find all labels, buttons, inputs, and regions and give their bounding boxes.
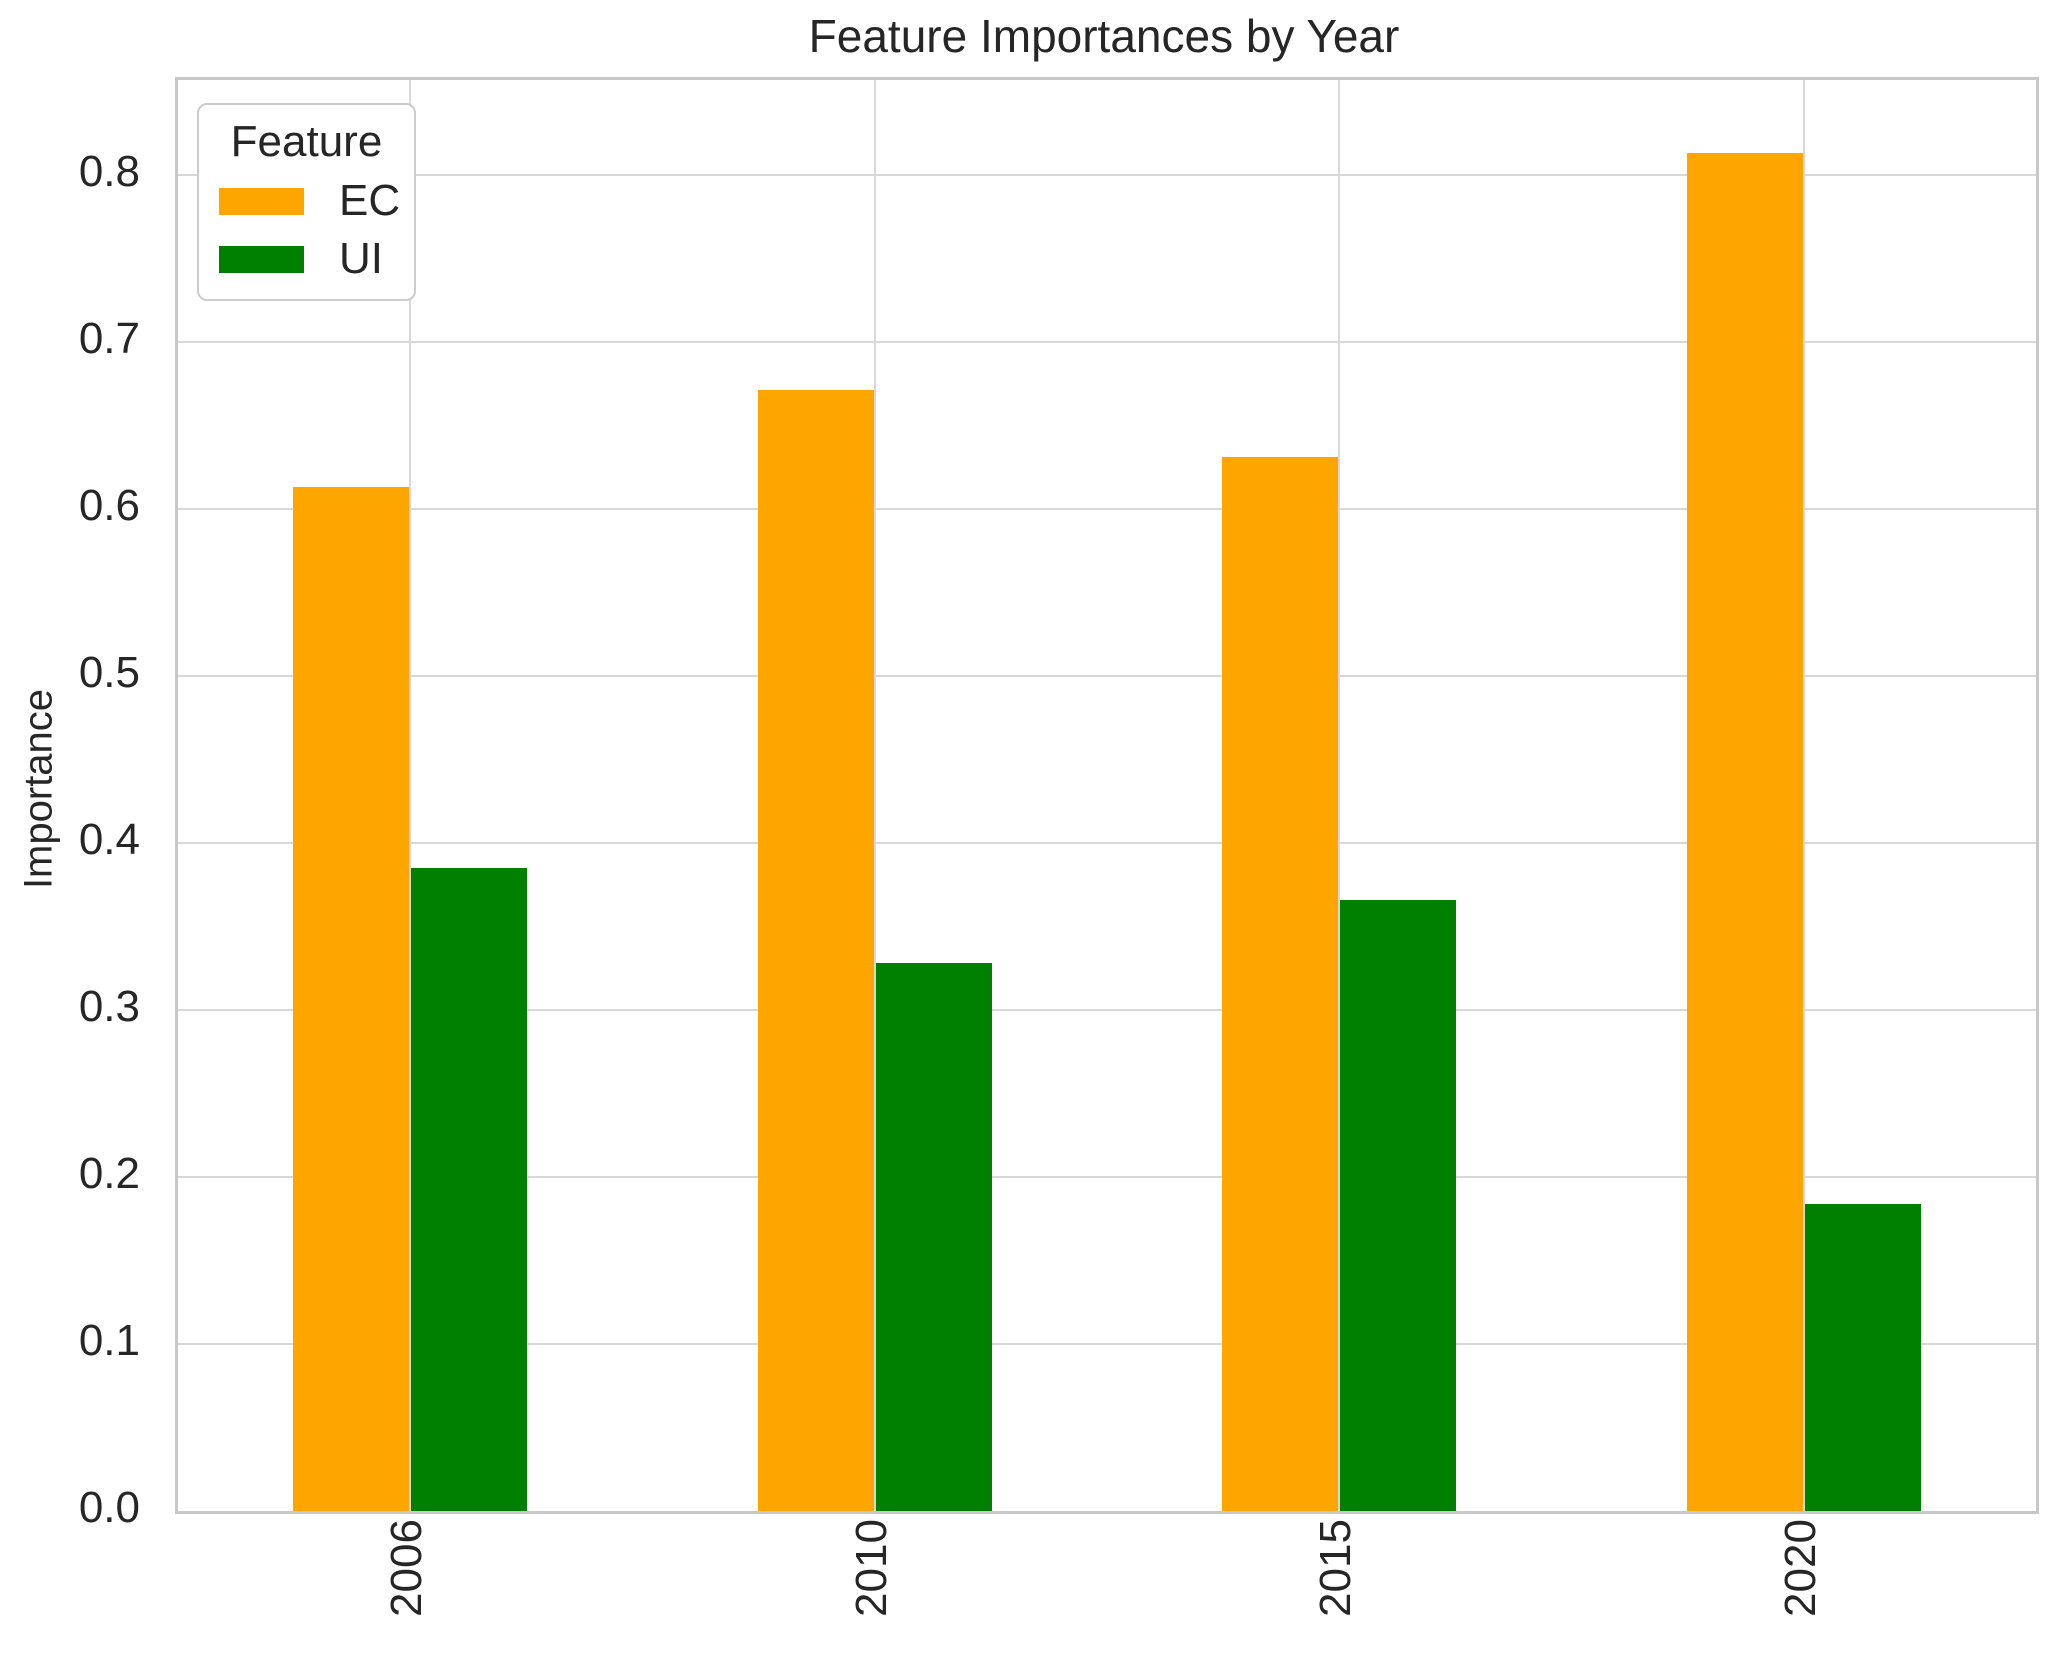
- legend-entry-ui: UI: [219, 233, 414, 285]
- legend-entry-label: EC: [339, 176, 401, 225]
- bar-ec-2015: [1222, 457, 1339, 1511]
- y-tick-label: 0.5: [78, 648, 140, 697]
- gridline-h: [178, 1176, 2036, 1178]
- gridline-h: [178, 341, 2036, 343]
- x-tick-label: 2015: [1311, 1519, 1361, 1617]
- x-tick-label: 2006: [382, 1519, 432, 1617]
- bar-ui-2015: [1340, 900, 1457, 1511]
- plot-area: [175, 77, 2039, 1514]
- legend-swatch-ui: [219, 245, 304, 273]
- x-tick-label: 2020: [1775, 1519, 1825, 1617]
- bar-ui-2006: [411, 868, 528, 1511]
- y-tick-label: 0.1: [78, 1316, 140, 1365]
- y-tick-label: 0.2: [78, 1149, 140, 1198]
- y-tick-label: 0.0: [78, 1483, 140, 1532]
- legend-title: Feature: [230, 117, 383, 166]
- bar-ec-2020: [1686, 153, 1803, 1511]
- y-tick-label: 0.8: [78, 147, 140, 196]
- gridline-v: [409, 80, 412, 1511]
- gridline-h: [178, 508, 2036, 510]
- legend-entry-ec: EC: [219, 175, 414, 227]
- legend-swatch-ec: [219, 187, 304, 215]
- gridline-v: [873, 80, 876, 1511]
- y-tick-label: 0.4: [78, 815, 140, 864]
- gridline-v: [1802, 80, 1805, 1511]
- legend: Feature EC UI: [197, 103, 416, 301]
- gridline-h: [178, 1009, 2036, 1011]
- gridline-h: [178, 174, 2036, 176]
- gridline-v: [1338, 80, 1341, 1511]
- y-tick-label: 0.6: [78, 481, 140, 530]
- bar-ec-2010: [757, 390, 874, 1511]
- y-tick-label: 0.7: [78, 314, 140, 363]
- gridline-h: [178, 1343, 2036, 1345]
- chart-title: Feature Importances by Year: [808, 10, 1400, 62]
- gridline-h: [178, 842, 2036, 844]
- x-tick-label: 2010: [846, 1519, 896, 1617]
- bar-ui-2010: [875, 963, 992, 1511]
- bar-ec-2006: [293, 487, 410, 1511]
- y-tick-label: 0.3: [78, 982, 140, 1031]
- legend-entry-label: UI: [339, 234, 383, 283]
- gridline-h: [178, 675, 2036, 677]
- bar-ui-2020: [1804, 1204, 1921, 1511]
